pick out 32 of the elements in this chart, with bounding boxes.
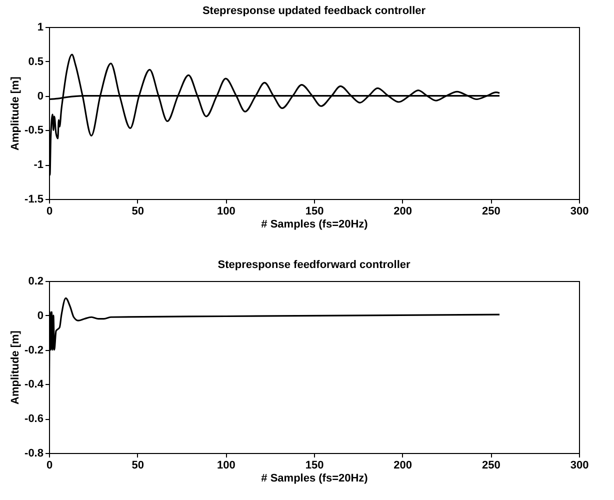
y-axis-title: Amplitude [m]: [10, 330, 22, 404]
x-tick-label: 250: [482, 206, 500, 218]
y-tick-label: 1: [37, 22, 44, 34]
x-tick-label: 150: [305, 460, 324, 472]
x-tick-label: 50: [132, 206, 144, 218]
y-tick-label: 0.5: [28, 56, 44, 68]
y-tick-label: 0.2: [28, 276, 44, 288]
chart-title: Stepresponse updated feedback controller: [202, 5, 426, 17]
y-tick-label: -0.8: [24, 448, 44, 460]
y-tick-label: -0.2: [24, 344, 44, 356]
x-tick-label: 200: [394, 206, 412, 218]
x-tick-label: 0: [46, 206, 53, 218]
x-tick-label: 150: [305, 206, 324, 218]
y-tick-label: -0.6: [24, 413, 44, 426]
x-tick-label: 50: [132, 460, 144, 472]
y-tick-label: 0: [37, 90, 44, 102]
x-tick-label: 100: [216, 460, 236, 472]
chart-title: Stepresponse feedforward controller: [218, 259, 411, 271]
x-tick-label: 100: [216, 206, 236, 218]
y-tick-label: -0.5: [24, 124, 44, 137]
x-tick-label: 0: [46, 460, 53, 472]
y-axis-title: Amplitude [m]: [10, 76, 22, 150]
x-axis-title: # Samples (fs=20Hz): [261, 472, 368, 484]
y-tick-label: -0.4: [24, 378, 44, 391]
x-tick-label: 250: [482, 460, 500, 472]
x-axis-title: # Samples (fs=20Hz): [261, 218, 368, 230]
x-tick-label: 300: [570, 460, 589, 472]
y-tick-label: -1: [34, 159, 44, 172]
y-tick-label: 0: [37, 310, 44, 322]
y-tick-label: -1.5: [24, 194, 44, 206]
x-tick-label: 300: [570, 206, 589, 218]
x-tick-label: 200: [394, 460, 412, 472]
